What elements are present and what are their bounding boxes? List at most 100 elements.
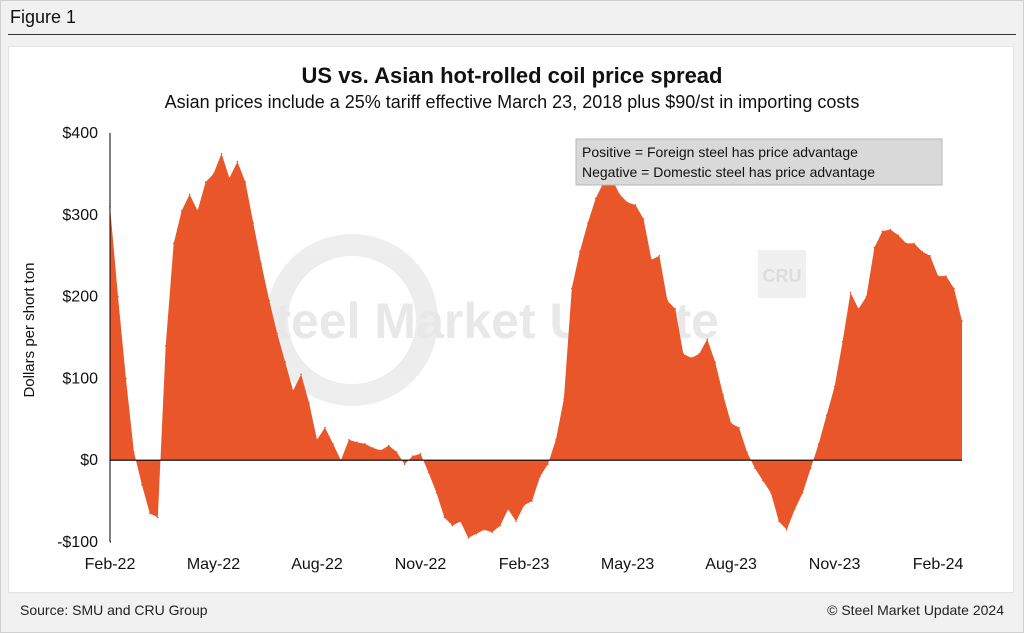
data-point (658, 254, 661, 257)
data-point (435, 492, 438, 494)
data-point (531, 500, 533, 502)
data-point (857, 308, 860, 310)
legend-negative: Negative = Domestic steel has price adva… (582, 164, 875, 180)
data-point (682, 353, 685, 355)
data-point (276, 332, 279, 335)
data-point (953, 287, 955, 290)
data-point (801, 492, 804, 494)
data-point (117, 295, 119, 298)
data-point (348, 439, 350, 441)
legend-box: Positive = Foreign steel has price advan… (575, 138, 943, 186)
data-point (356, 441, 358, 444)
data-point (809, 467, 812, 470)
data-point (698, 353, 700, 355)
data-point (937, 275, 939, 277)
data-point (387, 444, 390, 447)
figure-label: Figure 1 (10, 7, 77, 27)
data-point (642, 218, 645, 220)
data-point (539, 475, 541, 478)
data-point (523, 504, 525, 507)
data-point (164, 344, 167, 347)
data-point (579, 250, 581, 253)
data-point (626, 201, 629, 204)
data-point (411, 455, 414, 457)
data-point (459, 520, 462, 523)
data-point (188, 193, 191, 196)
data-point (292, 389, 294, 392)
data-point (364, 443, 366, 445)
data-point (220, 152, 223, 155)
data-point (913, 242, 915, 245)
watermark: Steel Market Update CRU (241, 234, 806, 406)
y-tick-label: -$100 (57, 534, 98, 551)
x-tick-label: Nov-22 (395, 556, 447, 573)
data-point (403, 463, 406, 466)
data-point (300, 373, 302, 376)
legend-background (575, 138, 943, 186)
data-point (690, 357, 693, 359)
data-point (825, 414, 828, 417)
data-point (475, 533, 478, 535)
data-point (212, 173, 215, 175)
data-point (483, 528, 486, 531)
data-point (395, 451, 398, 453)
data-point (873, 246, 876, 249)
data-point (571, 287, 573, 290)
data-point (204, 181, 207, 183)
data-point (157, 516, 159, 519)
y-ticks: -$100 $0 $100 $200 $300 $400 (57, 125, 98, 551)
data-point (515, 520, 517, 523)
data-point (849, 291, 852, 294)
data-point (316, 439, 318, 441)
copyright-note: © Steel Market Update 2024 (827, 602, 1004, 618)
data-point (921, 250, 923, 253)
data-point (379, 449, 382, 452)
data-point (172, 242, 175, 245)
data-point (786, 528, 788, 531)
data-point (491, 531, 494, 533)
x-tick-label: Feb-24 (913, 556, 964, 573)
data-point (778, 520, 780, 523)
data-point (841, 340, 844, 343)
x-tick-label: Aug-23 (705, 556, 757, 573)
data-point (180, 209, 183, 212)
data-point (236, 160, 239, 163)
data-point (833, 385, 836, 388)
data-point (260, 263, 263, 265)
data-point (817, 443, 820, 445)
data-point (125, 377, 127, 380)
data-point (427, 471, 430, 474)
data-point (961, 320, 963, 322)
x-tick-label: Feb-23 (499, 556, 550, 573)
data-point (133, 451, 135, 453)
data-point (141, 483, 143, 486)
data-point (905, 242, 908, 245)
data-point (555, 439, 557, 441)
x-tick-label: May-22 (187, 556, 240, 573)
data-point (284, 361, 287, 363)
x-tick-label: Feb-22 (85, 556, 136, 573)
data-point (897, 234, 900, 237)
y-tick-label: $100 (62, 370, 98, 387)
x-tick-label: Nov-23 (809, 556, 861, 573)
data-point (594, 197, 597, 200)
y-tick-label: $0 (80, 452, 98, 469)
data-point (499, 524, 502, 527)
data-point (252, 222, 255, 224)
data-point (268, 299, 271, 302)
source-note: Source: SMU and CRU Group (20, 602, 208, 618)
data-point (443, 516, 446, 519)
y-axis-label: Dollars per short ton (21, 262, 38, 397)
chart-title: US vs. Asian hot-rolled coil price sprea… (301, 63, 723, 88)
data-point (754, 467, 756, 470)
data-point (770, 492, 772, 494)
data-point (149, 512, 151, 515)
watermark-ring (266, 234, 438, 406)
data-point (332, 443, 334, 445)
data-point (762, 479, 764, 482)
data-point (666, 299, 669, 302)
data-point (674, 308, 677, 310)
data-point (467, 537, 470, 539)
data-point (738, 426, 740, 429)
data-point (618, 193, 621, 196)
